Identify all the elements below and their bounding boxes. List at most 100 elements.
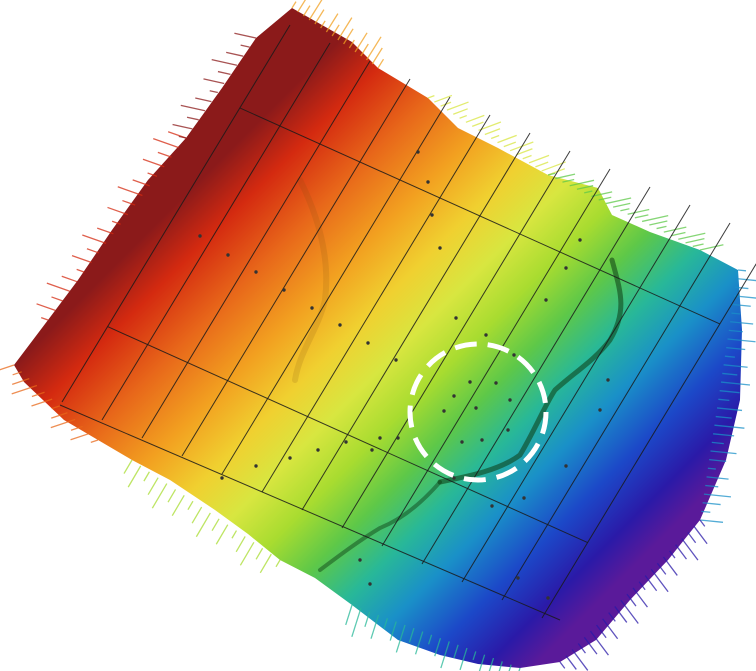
- fringe-stroke: [61, 275, 78, 283]
- survey-grid: [59, 24, 756, 621]
- fringe-stroke: [11, 384, 38, 395]
- fringe-stroke: [147, 172, 158, 177]
- fringe-stroke: [728, 329, 743, 333]
- fringe-stroke: [675, 544, 687, 560]
- fringe-stroke: [142, 158, 165, 168]
- fringe-stroke: [685, 238, 705, 244]
- fringe-stroke: [427, 634, 433, 645]
- fringe-stroke: [291, 1, 297, 9]
- fringe-stroke: [644, 575, 658, 592]
- sample-point: [460, 440, 464, 444]
- fringe-stroke: [705, 484, 719, 488]
- fringe-stroke: [498, 661, 503, 671]
- fringe-stroke: [383, 618, 388, 629]
- fringe-stroke: [97, 227, 114, 235]
- fringe-stroke: [360, 43, 369, 57]
- fringe-stroke: [484, 128, 501, 136]
- fringe-stroke: [471, 121, 484, 127]
- fringe-stroke: [111, 220, 121, 225]
- sample-point: [474, 406, 478, 410]
- fringe-stroke: [434, 637, 442, 657]
- fringe-stroke: [195, 512, 211, 538]
- fringe-stroke: [371, 47, 383, 65]
- sample-point: [494, 381, 498, 385]
- sample-point: [416, 150, 420, 154]
- fringe-stroke: [478, 654, 486, 671]
- sample-point: [442, 409, 446, 413]
- fringe-stroke: [123, 459, 133, 474]
- fringe-stroke: [0, 364, 15, 371]
- fringe-stroke: [364, 611, 371, 628]
- fringe-stroke: [453, 644, 459, 659]
- fringe-stroke: [711, 441, 724, 445]
- fringe-stroke: [320, 20, 326, 29]
- fringe-stroke: [731, 312, 741, 315]
- grid-line: [221, 96, 451, 475]
- fringe-stroke: [153, 137, 179, 149]
- fringe-stroke: [535, 161, 549, 168]
- fringe-stroke: [203, 78, 225, 85]
- fringe-stroke: [414, 631, 424, 655]
- sample-point: [512, 353, 516, 357]
- fringe-stroke: [565, 655, 577, 670]
- grid-line: [341, 150, 571, 529]
- sample-point: [564, 464, 568, 468]
- fringe-stroke: [122, 199, 136, 206]
- fringe-stroke: [490, 134, 500, 140]
- fringe-stroke: [571, 649, 589, 671]
- fringe-stroke: [343, 28, 354, 45]
- fringe-stroke: [715, 415, 732, 419]
- fringe-stroke: [453, 108, 468, 115]
- fringe-stroke: [459, 114, 468, 119]
- grid-line: [541, 263, 756, 619]
- fringe-stroke: [620, 208, 630, 212]
- grid-line: [61, 24, 291, 403]
- fringe-stroke: [408, 628, 415, 643]
- sample-point: [484, 333, 488, 337]
- fringe-stroke: [656, 562, 667, 575]
- fringe-stroke: [395, 624, 406, 653]
- sample-point: [452, 476, 456, 480]
- fringe-stroke: [11, 378, 30, 385]
- fringe-stroke: [634, 214, 649, 219]
- fringe-stroke: [541, 161, 566, 172]
- sample-markers: [198, 150, 610, 600]
- fringe-stroke: [180, 104, 206, 112]
- fringe-stroke: [82, 234, 107, 244]
- grid-line: [101, 42, 331, 421]
- fringe-stroke: [508, 664, 512, 671]
- fringe-stroke: [709, 459, 727, 463]
- fringe-stroke: [522, 154, 532, 160]
- fringe-stroke: [703, 493, 731, 498]
- fringe-stroke: [528, 154, 550, 164]
- fringe-stroke: [226, 51, 244, 57]
- grid-line: [261, 114, 491, 493]
- survey-surface: [14, 8, 742, 668]
- fringe-stroke: [255, 547, 264, 560]
- sample-point: [344, 440, 348, 444]
- fringe-stroke: [308, 0, 323, 21]
- fringe-stroke: [478, 121, 502, 132]
- fringe-stroke: [235, 536, 246, 553]
- fringe-stroke: [576, 185, 594, 190]
- grid-line: [421, 186, 651, 565]
- fringe-stroke: [734, 295, 756, 299]
- fringe-stroke: [724, 355, 735, 358]
- fringe-stroke: [723, 364, 748, 368]
- fringe-stroke: [31, 398, 53, 407]
- fringe-stroke: [678, 232, 706, 240]
- sample-point: [310, 306, 314, 310]
- grid-line: [141, 60, 371, 439]
- sample-point: [226, 253, 230, 257]
- grid-line: [501, 222, 731, 601]
- sample-point: [578, 238, 582, 242]
- fringe-stroke: [377, 58, 385, 69]
- fringe-stroke: [641, 214, 669, 223]
- fringe-stroke: [726, 346, 746, 351]
- sample-point: [452, 394, 456, 398]
- fringe-stroke: [707, 467, 716, 470]
- fringe-stroke: [209, 90, 218, 94]
- fringe-stroke: [559, 661, 566, 669]
- fringe-stroke: [710, 450, 737, 455]
